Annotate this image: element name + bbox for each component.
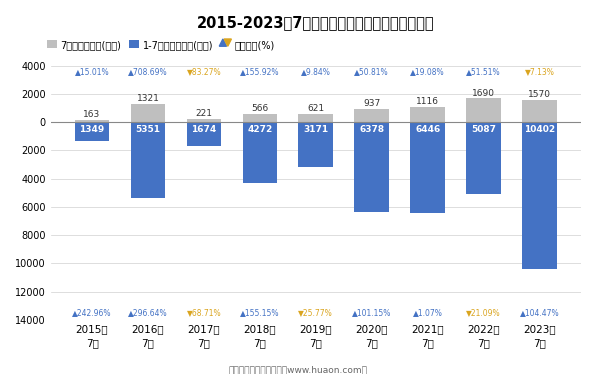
- Text: 5351: 5351: [135, 125, 160, 134]
- Text: ▼68.71%: ▼68.71%: [187, 309, 221, 318]
- Text: ▲155.92%: ▲155.92%: [240, 67, 280, 76]
- Bar: [187, 122, 221, 146]
- Text: ▲242.96%: ▲242.96%: [72, 309, 112, 318]
- Text: ▼21.09%: ▼21.09%: [466, 309, 501, 318]
- Text: 6446: 6446: [415, 125, 440, 134]
- Bar: [355, 109, 389, 122]
- Text: 221: 221: [195, 109, 212, 118]
- Bar: [131, 122, 165, 198]
- Bar: [522, 100, 557, 122]
- Text: ▲50.81%: ▲50.81%: [355, 67, 389, 76]
- Text: 制图：华经产业研究院（www.huaon.com）: 制图：华经产业研究院（www.huaon.com）: [228, 365, 368, 374]
- Text: ▲1.07%: ▲1.07%: [413, 309, 443, 318]
- Text: ▲9.84%: ▲9.84%: [301, 67, 331, 76]
- Text: 3171: 3171: [303, 125, 328, 134]
- Text: 1690: 1690: [472, 89, 495, 98]
- Text: ▲104.47%: ▲104.47%: [520, 309, 560, 318]
- Bar: [74, 120, 110, 122]
- Bar: [466, 98, 501, 122]
- Text: 5087: 5087: [471, 125, 496, 134]
- Text: ▲155.15%: ▲155.15%: [240, 309, 280, 318]
- Bar: [299, 114, 333, 122]
- Legend: 7月期货成交量(万手), 1-7月期货成交量(万手), 同比增长(%): 7月期货成交量(万手), 1-7月期货成交量(万手), 同比增长(%): [45, 38, 277, 52]
- Bar: [243, 122, 277, 183]
- Text: 1321: 1321: [136, 94, 160, 103]
- Text: ▲708.69%: ▲708.69%: [128, 67, 168, 76]
- Text: ▲51.51%: ▲51.51%: [466, 67, 501, 76]
- Text: 6378: 6378: [359, 125, 384, 134]
- Text: ▲101.15%: ▲101.15%: [352, 309, 392, 318]
- Text: 163: 163: [83, 110, 101, 119]
- Bar: [522, 122, 557, 269]
- Bar: [299, 122, 333, 167]
- Text: 4272: 4272: [247, 125, 272, 134]
- Bar: [131, 104, 165, 122]
- Bar: [410, 107, 445, 122]
- Text: ▼7.13%: ▼7.13%: [524, 67, 554, 76]
- Text: 1349: 1349: [79, 125, 105, 134]
- Text: 937: 937: [363, 99, 380, 108]
- Bar: [74, 122, 110, 141]
- Bar: [466, 122, 501, 194]
- Text: ▲296.64%: ▲296.64%: [128, 309, 168, 318]
- Bar: [410, 122, 445, 213]
- Text: 621: 621: [308, 104, 324, 113]
- Bar: [187, 119, 221, 122]
- Text: ▲15.01%: ▲15.01%: [74, 67, 110, 76]
- Bar: [355, 122, 389, 212]
- Text: 1674: 1674: [191, 125, 216, 134]
- Text: 1116: 1116: [416, 97, 439, 106]
- Text: 10402: 10402: [524, 125, 555, 134]
- Text: ▼83.27%: ▼83.27%: [187, 67, 221, 76]
- Bar: [243, 114, 277, 122]
- Text: ▼25.77%: ▼25.77%: [299, 309, 333, 318]
- Title: 2015-2023年7月郑州商品交易所棉花期货成交量: 2015-2023年7月郑州商品交易所棉花期货成交量: [197, 15, 434, 30]
- Text: 1570: 1570: [528, 90, 551, 99]
- Text: ▲19.08%: ▲19.08%: [411, 67, 445, 76]
- Text: 566: 566: [252, 104, 268, 113]
